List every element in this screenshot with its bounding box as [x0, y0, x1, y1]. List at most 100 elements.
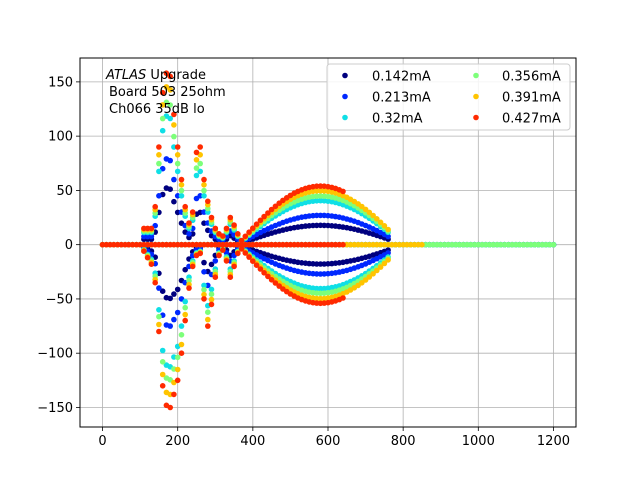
data-point — [156, 168, 162, 175]
data-point — [174, 377, 181, 384]
data-point — [250, 258, 256, 265]
data-point — [167, 404, 173, 411]
data-point — [231, 263, 237, 270]
data-point — [178, 176, 185, 183]
data-point — [163, 84, 170, 90]
data-point — [208, 286, 215, 293]
data-point — [216, 252, 222, 259]
legend: 0.142mA 0.213mA 0.32mA 0.356mA 0.391mA 0.427m… — [326, 63, 571, 131]
data-point — [193, 172, 200, 179]
y-tick-label: 100 — [48, 130, 73, 145]
data-point — [253, 221, 260, 227]
data-point — [377, 219, 384, 226]
data-point — [171, 391, 177, 398]
annotation-line-3: Ch066 35dB lo — [109, 102, 205, 117]
data-point — [362, 277, 369, 283]
data-points — [99, 70, 557, 411]
data-point — [201, 286, 207, 293]
data-point — [385, 250, 391, 256]
data-point — [268, 206, 275, 213]
data-point — [171, 133, 177, 140]
data-point — [178, 332, 185, 338]
data-point — [193, 149, 200, 156]
y-tick-label: 0 — [65, 238, 73, 253]
data-point — [253, 262, 260, 269]
data-point — [182, 304, 188, 311]
annotation-line-2: Board 503 25ohm — [109, 85, 226, 100]
data-point — [370, 271, 376, 277]
data-point — [178, 350, 185, 357]
legend-marker-0.32mA — [342, 114, 348, 121]
data-point — [156, 313, 162, 320]
data-point — [152, 279, 158, 286]
data-point — [182, 311, 188, 318]
data-point — [272, 203, 279, 210]
data-point — [163, 70, 170, 76]
data-point — [171, 122, 177, 128]
data-point — [167, 323, 173, 329]
annotation-atlas: ATLAS — [105, 68, 146, 83]
data-point — [186, 277, 192, 284]
data-point — [201, 176, 207, 183]
data-point — [159, 347, 166, 354]
data-point — [359, 203, 365, 210]
data-point — [227, 274, 234, 281]
data-point — [370, 212, 376, 219]
data-point — [156, 193, 162, 199]
data-point — [340, 241, 346, 248]
data-point — [182, 298, 188, 305]
data-point — [223, 225, 230, 232]
data-point — [201, 296, 207, 302]
data-point — [238, 246, 245, 252]
data-point — [171, 111, 177, 118]
data-point — [201, 291, 207, 298]
data-point — [193, 165, 200, 171]
data-point — [186, 220, 192, 226]
data-point — [144, 254, 151, 261]
data-point — [186, 231, 192, 237]
data-point — [167, 186, 173, 192]
data-point — [156, 144, 162, 150]
legend-label-0.213mA: 0.213mA — [372, 91, 431, 106]
data-point — [159, 115, 166, 122]
y-tick-label: 150 — [48, 75, 73, 90]
data-point — [197, 168, 203, 175]
data-point — [381, 260, 388, 267]
data-point — [231, 222, 237, 228]
data-point — [167, 115, 173, 122]
data-point — [178, 323, 185, 329]
data-point — [174, 309, 181, 316]
data-point — [201, 182, 207, 188]
data-point — [193, 157, 200, 163]
data-point — [174, 366, 181, 373]
x-tick-label: 1200 — [537, 434, 570, 449]
legend-label-0.32mA: 0.32mA — [372, 112, 423, 127]
data-point — [167, 102, 173, 108]
data-point — [220, 233, 226, 239]
data-point — [366, 274, 373, 280]
annotation-upgrade: Upgrade — [146, 68, 206, 83]
data-point — [182, 266, 188, 273]
data-point — [152, 203, 158, 210]
y-tick-label: 50 — [56, 184, 73, 199]
data-point — [261, 270, 267, 276]
data-point — [148, 233, 155, 240]
data-point — [374, 216, 380, 222]
y-axis-ticks: −150 −100 −50 0 50 100 150 — [37, 75, 80, 416]
data-point — [257, 217, 264, 224]
data-point — [174, 152, 181, 158]
data-point — [171, 291, 177, 297]
data-point — [250, 225, 256, 231]
data-point — [174, 168, 181, 175]
data-point — [171, 198, 177, 205]
data-point — [212, 258, 219, 264]
series-0.427mA-points — [99, 70, 346, 411]
data-point — [159, 288, 166, 295]
data-point — [148, 261, 155, 268]
data-point — [377, 264, 384, 270]
legend-label-0.391mA: 0.391mA — [502, 91, 561, 106]
data-point — [208, 301, 215, 308]
data-point — [167, 73, 173, 80]
data-point — [261, 213, 267, 220]
data-point — [362, 206, 369, 213]
